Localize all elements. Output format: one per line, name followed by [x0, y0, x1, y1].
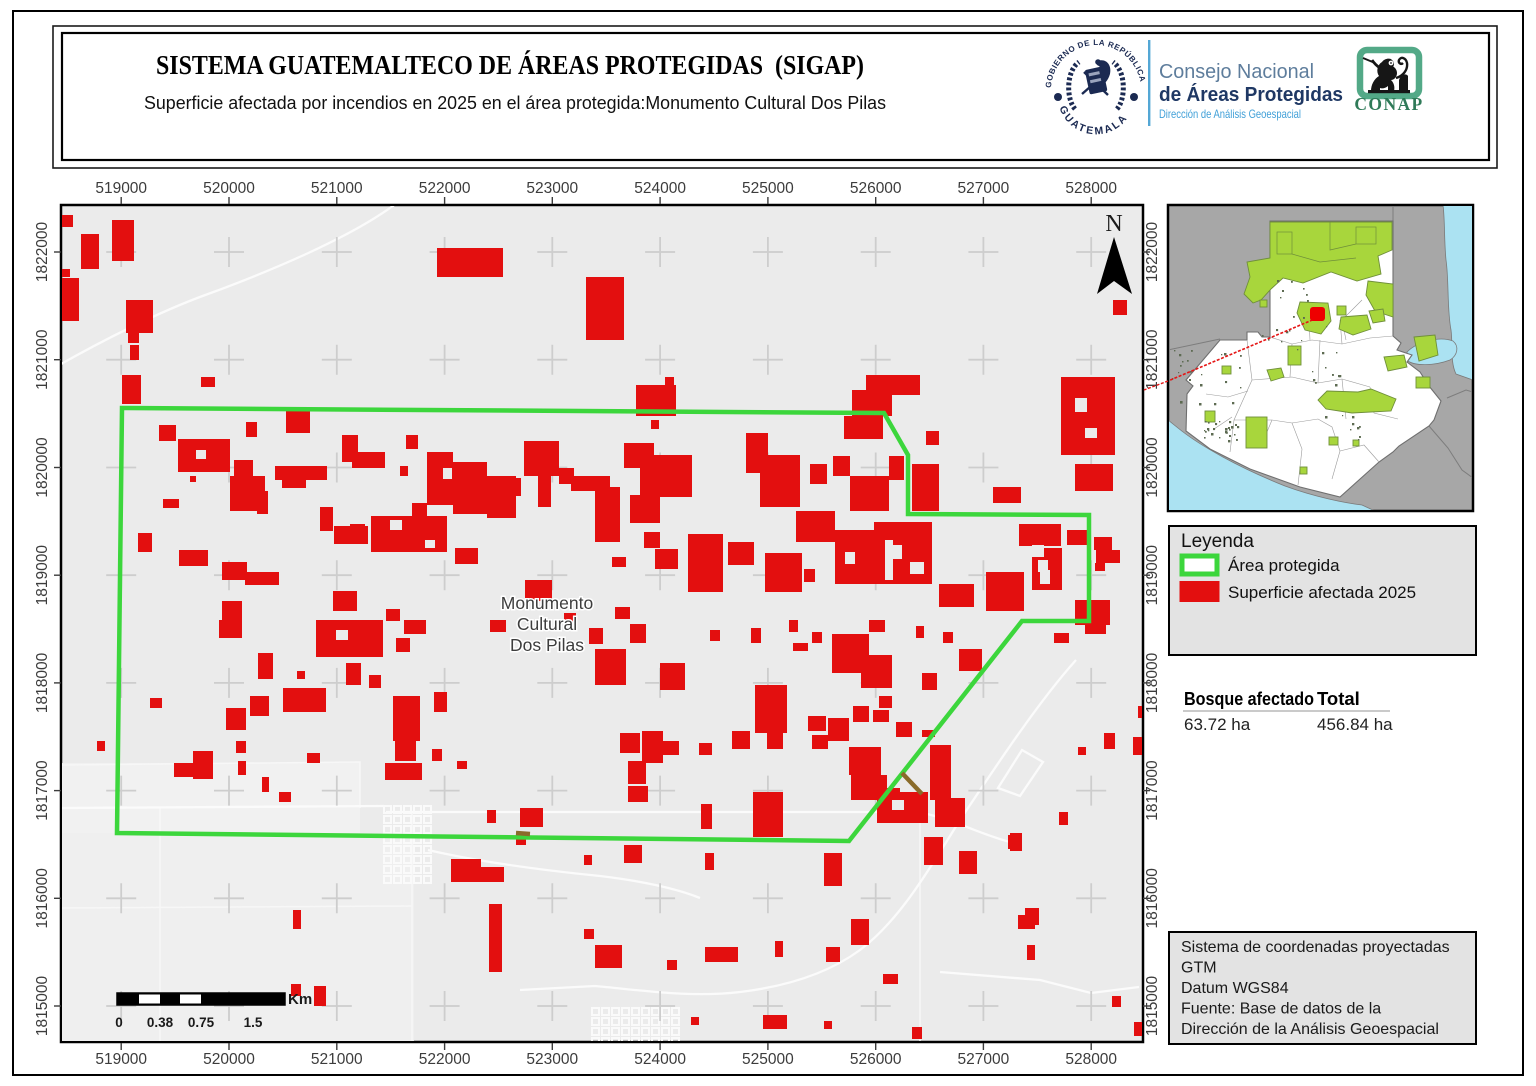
svg-text:Dos Pilas: Dos Pilas	[510, 635, 584, 655]
svg-text:528000: 528000	[1065, 1051, 1117, 1068]
svg-text:Superficie afectada por incend: Superficie afectada por incendios en 202…	[144, 92, 886, 113]
svg-text:521000: 521000	[311, 180, 363, 197]
svg-text:456.84 ha: 456.84 ha	[1317, 715, 1393, 734]
svg-text:1815000: 1815000	[34, 975, 51, 1036]
svg-text:1819000: 1819000	[34, 545, 51, 606]
svg-text:522000: 522000	[419, 180, 471, 197]
svg-text:524000: 524000	[634, 1051, 686, 1068]
svg-text:524000: 524000	[634, 180, 686, 197]
svg-text:526000: 526000	[850, 1051, 902, 1068]
svg-text:1821000: 1821000	[34, 329, 51, 390]
svg-text:63.72 ha: 63.72 ha	[1184, 715, 1251, 734]
svg-text:520000: 520000	[203, 1051, 255, 1068]
svg-text:Superficie afectada 2025: Superficie afectada 2025	[1228, 583, 1416, 602]
svg-text:Km: Km	[288, 991, 312, 1008]
svg-text:1815000: 1815000	[1144, 975, 1161, 1036]
svg-text:1818000: 1818000	[34, 652, 51, 713]
svg-text:Fuente: Base de datos de la: Fuente: Base de datos de la	[1181, 1001, 1381, 1018]
svg-text:1.5: 1.5	[244, 1015, 263, 1030]
svg-text:522000: 522000	[419, 1051, 471, 1068]
svg-text:526000: 526000	[850, 180, 902, 197]
svg-text:519000: 519000	[95, 180, 147, 197]
svg-text:1821000: 1821000	[1144, 329, 1161, 390]
svg-text:525000: 525000	[742, 180, 794, 197]
svg-text:N: N	[1105, 211, 1122, 237]
svg-text:Datum WGS84: Datum WGS84	[1181, 980, 1289, 997]
svg-text:de Áreas Protegidas: de Áreas Protegidas	[1159, 83, 1343, 106]
svg-text:Leyenda: Leyenda	[1181, 531, 1254, 552]
svg-text:1820000: 1820000	[1144, 437, 1161, 498]
svg-text:1817000: 1817000	[1144, 760, 1161, 821]
svg-text:521000: 521000	[311, 1051, 363, 1068]
svg-text:0.38: 0.38	[147, 1015, 174, 1030]
svg-text:528000: 528000	[1065, 180, 1117, 197]
svg-text:1818000: 1818000	[1144, 652, 1161, 713]
svg-text:1819000: 1819000	[1144, 545, 1161, 606]
svg-text:1816000: 1816000	[1144, 868, 1161, 929]
svg-text:CONAP: CONAP	[1354, 94, 1423, 114]
svg-text:Dirección de Análisis Geoespac: Dirección de Análisis Geoespacial	[1159, 107, 1301, 121]
svg-text:0.75: 0.75	[188, 1015, 215, 1030]
svg-text:525000: 525000	[742, 1051, 794, 1068]
svg-text:1822000: 1822000	[1144, 221, 1161, 282]
svg-text:Cultural: Cultural	[517, 614, 577, 634]
svg-text:0: 0	[115, 1015, 123, 1030]
svg-text:523000: 523000	[526, 1051, 578, 1068]
svg-text:Total: Total	[1317, 688, 1360, 709]
svg-text:1817000: 1817000	[34, 760, 51, 821]
svg-text:523000: 523000	[526, 180, 578, 197]
svg-text:519000: 519000	[95, 1051, 147, 1068]
svg-text:Consejo Nacional: Consejo Nacional	[1159, 60, 1314, 83]
svg-text:Bosque afectado: Bosque afectado	[1184, 688, 1314, 709]
svg-text:SISTEMA GUATEMALTECO DE ÁREAS: SISTEMA GUATEMALTECO DE ÁREAS PROTEGIDAS…	[156, 49, 864, 80]
svg-text:520000: 520000	[203, 180, 255, 197]
svg-text:Monumento: Monumento	[501, 593, 593, 613]
svg-text:Sistema de coordenadas proyect: Sistema de coordenadas proyectadas	[1181, 939, 1450, 956]
svg-text:527000: 527000	[958, 1051, 1010, 1068]
svg-text:Área protegida: Área protegida	[1228, 556, 1340, 575]
svg-text:GTM: GTM	[1181, 960, 1217, 977]
svg-text:1822000: 1822000	[34, 221, 51, 282]
svg-text:1820000: 1820000	[34, 437, 51, 498]
svg-text:527000: 527000	[958, 180, 1010, 197]
svg-text:Dirección de la Análisis Geoes: Dirección de la Análisis Geoespacial	[1181, 1021, 1439, 1038]
svg-text:1816000: 1816000	[34, 868, 51, 929]
